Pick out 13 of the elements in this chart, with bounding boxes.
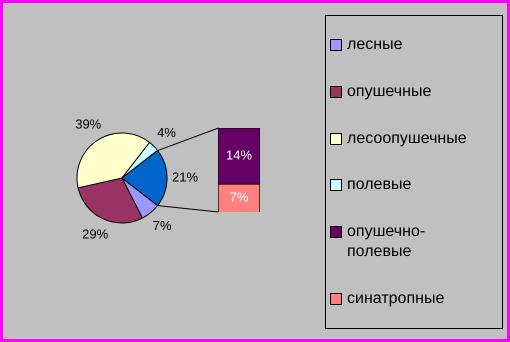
data-label: 21% xyxy=(172,170,198,185)
data-label: 39% xyxy=(75,116,102,132)
legend-label: полевые xyxy=(347,175,412,196)
legend-label: опушечные xyxy=(347,82,432,102)
data-label: 29% xyxy=(82,226,109,242)
data-label: 7% xyxy=(230,190,249,205)
text: опушечно-полевые xyxy=(347,222,426,262)
legend-label: синатропные xyxy=(347,288,444,309)
legend-label: лесоопушечные xyxy=(347,128,467,149)
data-label: 7% xyxy=(152,218,172,234)
legend-label: лесные xyxy=(347,35,402,56)
data-label: 14% xyxy=(226,148,252,163)
data-label: 4% xyxy=(157,125,176,140)
